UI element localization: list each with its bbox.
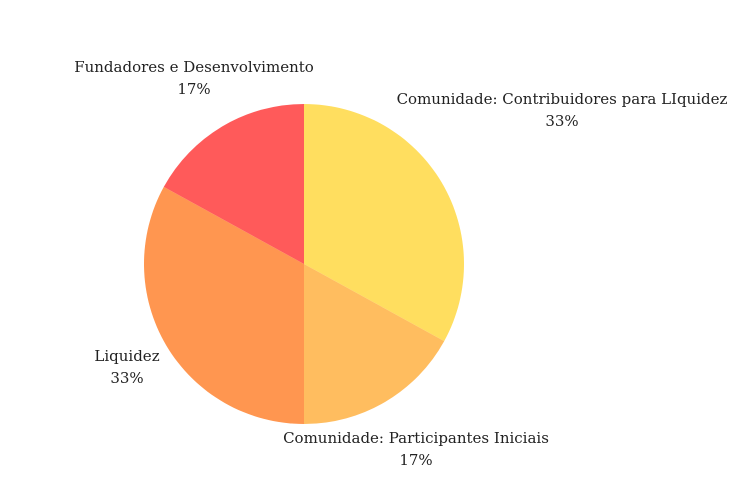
slice-percent-label: 17%: [399, 451, 432, 469]
slice-percent-label: 33%: [545, 112, 578, 130]
slice-percent-label: 33%: [110, 369, 143, 387]
pie-slice: [163, 104, 304, 264]
slice-percent-label: 17%: [177, 80, 210, 98]
slice-label: Fundadores e Desenvolvimento: [74, 58, 314, 76]
slice-label: Comunidade: Participantes Iniciais: [283, 429, 549, 447]
pie-slice: [304, 264, 445, 424]
slice-label: Liquidez: [94, 347, 159, 365]
pie-labels: Comunidade: Contribuidores para LIquidez…: [74, 58, 727, 469]
pie-slice: [143, 186, 304, 424]
pie-slices: [143, 104, 465, 424]
pie-slice: [304, 104, 465, 342]
slice-label: Comunidade: Contribuidores para LIquidez: [397, 90, 728, 108]
